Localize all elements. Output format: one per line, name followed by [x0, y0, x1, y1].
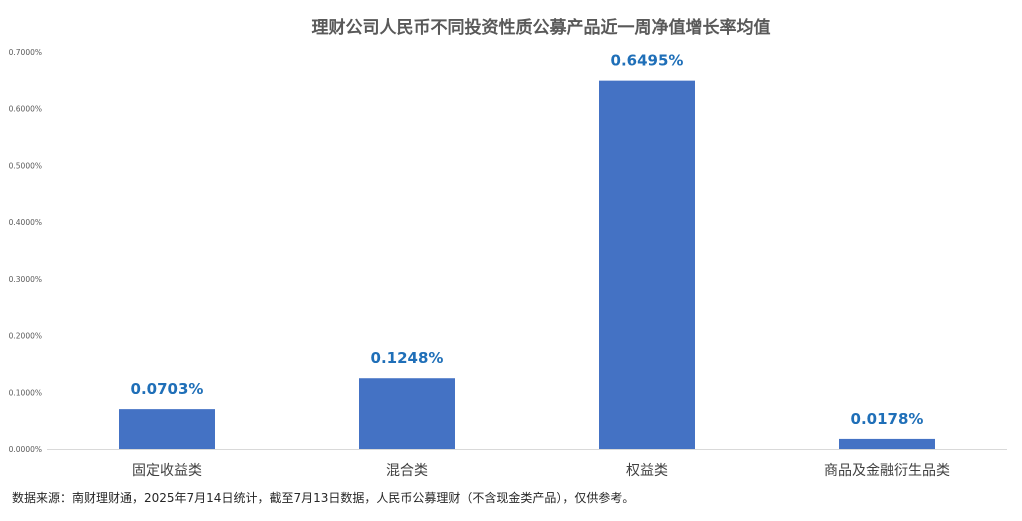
data-label: 0.1248% — [371, 349, 444, 367]
bar — [599, 80, 695, 449]
data-label: 0.0703% — [131, 380, 204, 398]
data-label: 0.6495% — [611, 52, 684, 70]
y-tick-label: 0.4000% — [9, 218, 42, 227]
y-tick-label: 0.3000% — [9, 275, 42, 284]
y-tick-label: 0.0000% — [9, 445, 42, 454]
category-label: 混合类 — [386, 463, 428, 479]
bar — [839, 438, 935, 449]
y-tick-label: 0.6000% — [9, 105, 42, 114]
bars — [119, 80, 935, 449]
y-axis: 0.0000% 0.1000% 0.2000% 0.3000% 0.4000% 0.500… — [9, 48, 42, 454]
y-tick-label: 0.7000% — [9, 48, 42, 57]
y-tick-label: 0.2000% — [9, 332, 42, 341]
data-labels: 0.0703% 0.1248% 0.6495% 0.0178% — [131, 52, 924, 428]
bar — [119, 409, 215, 449]
data-label: 0.0178% — [851, 410, 924, 428]
y-tick-label: 0.5000% — [9, 161, 42, 170]
category-label: 商品及金融衍生品类 — [824, 463, 950, 479]
category-label: 固定收益类 — [132, 463, 202, 479]
source-note: 数据来源：南财理财通，2025年7月14日统计，截至7月13日数据，人民币公募理… — [12, 490, 634, 505]
category-labels: 固定收益类 混合类 权益类 商品及金融衍生品类 — [132, 463, 950, 479]
bar — [359, 378, 455, 449]
category-label: 权益类 — [626, 463, 668, 479]
y-tick-label: 0.1000% — [9, 388, 42, 397]
chart-title: 理财公司人民币不同投资性质公募产品近一周净值增长率均值 — [312, 17, 771, 38]
